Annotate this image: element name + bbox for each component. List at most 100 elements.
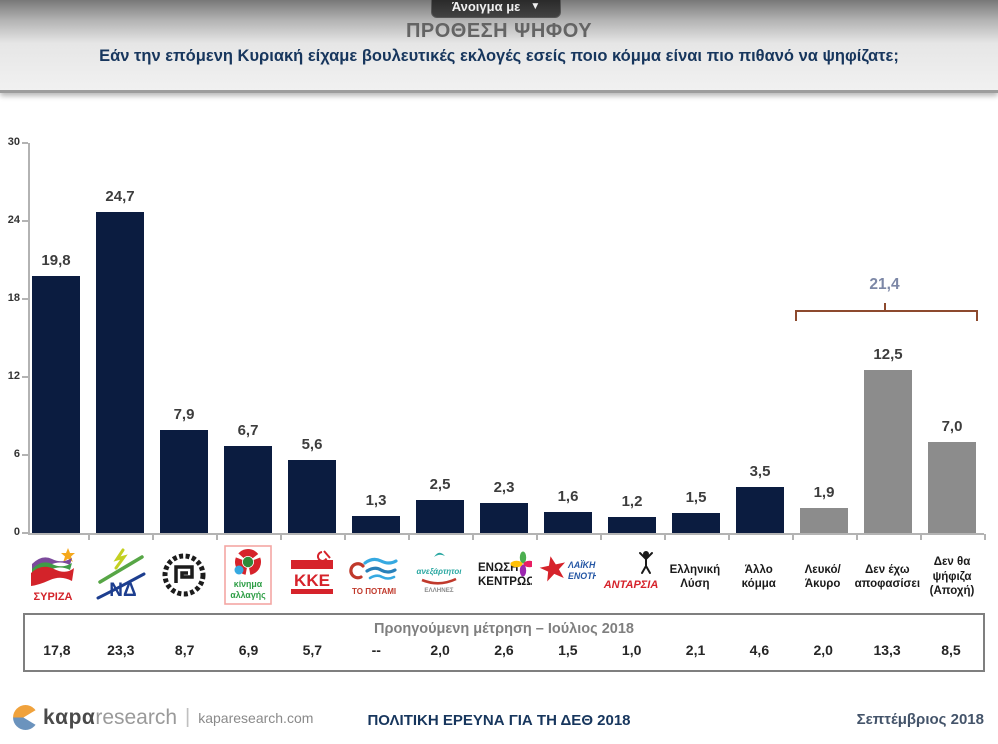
- kapa-research-logo-icon: [12, 704, 39, 731]
- open-with-label: Άνοιγμα με: [451, 0, 521, 14]
- svg-text:ανεξάρτητοι: ανεξάρτητοι: [417, 567, 463, 576]
- bar-11: [672, 513, 720, 533]
- bar-value-label: 1,2: [621, 493, 643, 510]
- page-title: ΠΡΟΘΕΣΗ ΨΗΦΟΥ: [405, 20, 593, 42]
- bar-12: [736, 487, 784, 533]
- y-axis-tick: [22, 142, 28, 144]
- open-with-button[interactable]: Άνοιγμα με ▼: [431, 0, 561, 18]
- nea-dimokratia-logo: ΝΔ: [92, 546, 148, 608]
- x-axis-tick: [664, 534, 666, 540]
- x-axis-tick: [152, 534, 154, 540]
- undecided-group-total-label: 21,4: [869, 276, 900, 293]
- previous-value-12: 4,6: [749, 642, 770, 658]
- x-axis-item-9: ΛΑΪΚΗ ΕΝΟΤΗΤΑ: [535, 546, 610, 608]
- chevron-down-icon: ▼: [530, 1, 541, 12]
- x-axis-item-6: ΤΟ ΠΟΤΑΜΙ: [343, 546, 407, 608]
- x-axis-item-text-line: Ελληνική: [669, 563, 721, 576]
- x-axis-item-text-line: Λύση: [680, 578, 710, 590]
- x-axis-item-4: κίνημα αλλαγής: [216, 545, 280, 609]
- x-axis-item-7: ανεξάρτητοι ΕΛΛΗΝΕΣ: [407, 546, 471, 608]
- x-axis-item-3: [152, 546, 216, 608]
- svg-text:ΚΚΕ: ΚΚΕ: [294, 571, 330, 590]
- previous-measurement-table: Προηγούμενη μέτρηση – Ιούλιος 2018 17,8 2…: [23, 613, 985, 672]
- y-axis-tick-label: 24: [7, 214, 20, 226]
- y-axis-tick-label: 6: [13, 448, 20, 460]
- undecided-group-bracket: [795, 310, 978, 321]
- y-axis-tick: [22, 298, 28, 300]
- x-axis-item-1: ΣΥΡΙΖΑ: [24, 546, 88, 608]
- bar-value-label: 1,6: [557, 488, 579, 505]
- bar-value-label: 3,5: [749, 463, 771, 480]
- bar-15: [928, 442, 976, 533]
- x-axis-tick: [984, 534, 986, 540]
- brand-name-secondary: research: [95, 705, 178, 729]
- brand-separator: |: [185, 706, 191, 728]
- x-axis-item-14: Δεν έχω αποφασίσει: [855, 563, 920, 592]
- svg-text:ΤΟ ΠΟΤΑΜΙ: ΤΟ ΠΟΤΑΜΙ: [352, 587, 396, 596]
- y-axis-line: [28, 143, 30, 535]
- antarsya-logo: ΑΝΤΑΡΣΙΑ: [602, 546, 660, 608]
- y-axis-tick-label: 12: [7, 370, 20, 382]
- syriza-logo: ΣΥΡΙΖΑ: [28, 546, 84, 608]
- y-axis-tick: [22, 220, 28, 222]
- x-axis-tick: [472, 534, 474, 540]
- undecided-group-bracket-center-tick: [883, 303, 886, 311]
- x-axis-item-10: ΑΝΤΑΡΣΙΑ: [599, 546, 663, 608]
- survey-title: ΠΟΛΙΤΙΚΗ ΕΡΕΥΝΑ ΓΙΑ ΤΗ ΔΕΘ 2018: [367, 712, 631, 729]
- bar-6: [352, 516, 400, 533]
- svg-text:ΑΝΤΑΡΣΙΑ: ΑΝΤΑΡΣΙΑ: [603, 579, 659, 591]
- previous-value-7: 2,0: [430, 642, 450, 658]
- previous-value-14: 13,3: [873, 642, 901, 658]
- x-axis-item-5: ΚΚΕ: [280, 546, 344, 608]
- bar-value-label: 12,5: [873, 346, 903, 363]
- bar-2: [96, 212, 144, 533]
- bar-value-label: 1,3: [365, 492, 387, 509]
- x-axis-item-text-line: Άλλο: [744, 563, 773, 576]
- bar-10: [608, 517, 656, 533]
- x-axis-tick: [88, 534, 90, 540]
- bar-value-label: 2,5: [429, 476, 451, 493]
- svg-text:αλλαγής: αλλαγής: [230, 590, 266, 600]
- svg-text:ΕΝΟΤΗΤΑ: ΕΝΟΤΗΤΑ: [568, 571, 596, 581]
- previous-value-13: 2,0: [813, 642, 833, 658]
- svg-text:ΣΥΡΙΖΑ: ΣΥΡΙΖΑ: [33, 591, 72, 603]
- bar-4: [224, 446, 272, 533]
- x-axis-item-text-line: (Αποχή): [929, 585, 975, 598]
- previous-value-10: 1,0: [621, 642, 642, 658]
- bar-9: [544, 512, 592, 533]
- bar-1: [32, 276, 80, 533]
- x-axis-item-text-line: κόμμα: [741, 578, 776, 590]
- x-axis-item-11: Ελληνική Λύση: [663, 563, 727, 592]
- bar-8: [480, 503, 528, 533]
- x-axis-item-text-line: αποφασίσει: [854, 578, 921, 590]
- bar-value-label: 7,0: [941, 418, 963, 435]
- x-axis-tick: [792, 534, 794, 540]
- y-axis-tick: [22, 376, 28, 378]
- previous-value-8: 2,6: [494, 642, 514, 658]
- bar-value-label: 7,9: [173, 406, 195, 423]
- bar-14: [864, 370, 912, 533]
- bar-value-label: 2,3: [493, 479, 515, 496]
- survey-date: Σεπτέμβριος 2018: [856, 711, 984, 728]
- enosi-kentroon-logo: ΕΝΩΣΗ ΚΕΝΤΡΩΩΝ: [474, 546, 544, 608]
- svg-text:ΛΑΪΚΗ: ΛΑΪΚΗ: [567, 560, 596, 570]
- svg-text:ΕΛΛΗΝΕΣ: ΕΛΛΗΝΕΣ: [425, 587, 454, 594]
- page-subtitle: Εάν την επόμενη Κυριακή είχαμε βουλευτικ…: [99, 47, 899, 65]
- svg-text:ΕΝΩΣΗ: ΕΝΩΣΗ: [478, 562, 518, 574]
- x-axis-item-text-line: Δεν θα: [933, 556, 971, 569]
- kapa-research-brand: kαpα research | kaparesearch.com: [12, 704, 313, 731]
- x-axis-tick: [728, 534, 730, 540]
- svg-text:κίνημα: κίνημα: [233, 579, 262, 589]
- previous-measurement-values-row: 17,8 23,3 8,7 6,9 5,7 -- 2,0 2,6 1,5 1,0 2,1 4,6 2,0…: [25, 642, 983, 658]
- anexartitoi-ellines-logo: ανεξάρτητοι ΕΛΛΗΝΕΣ: [410, 546, 468, 608]
- y-axis-tick: [22, 532, 28, 534]
- x-axis-tick: [408, 534, 410, 540]
- to-potami-logo: ΤΟ ΠΟΤΑΜΙ: [347, 546, 403, 608]
- x-axis-item-15: Δεν θα ψήφιζα (Αποχή): [920, 555, 984, 598]
- bar-value-label: 1,9: [813, 484, 835, 501]
- previous-value-9: 1,5: [558, 642, 578, 658]
- bar-value-label: 6,7: [237, 422, 259, 439]
- bar-3: [160, 430, 208, 533]
- bar-value-label: 19,8: [41, 252, 71, 269]
